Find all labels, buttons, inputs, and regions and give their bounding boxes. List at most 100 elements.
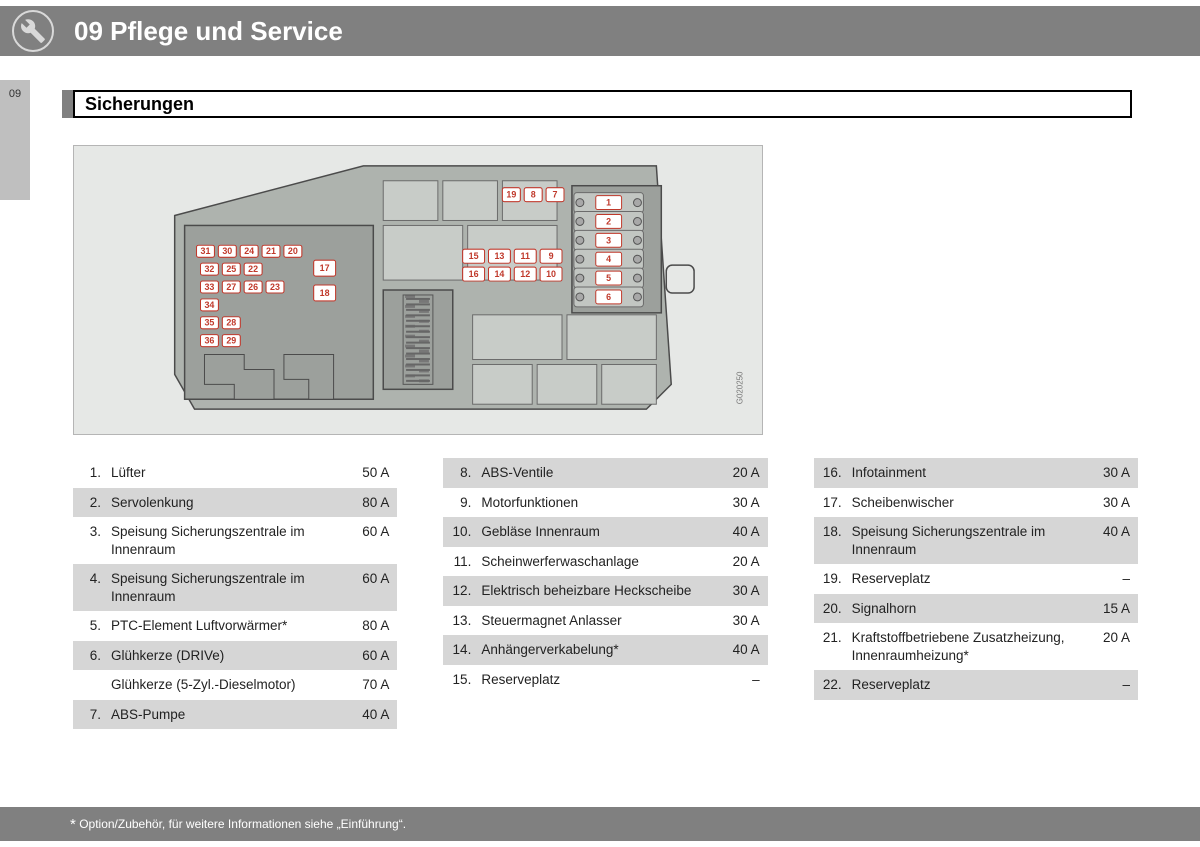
svg-text:25: 25	[226, 264, 236, 274]
fuse-description: Scheinwerferwaschanlage	[481, 553, 713, 571]
fuse-number: 10.	[447, 523, 481, 541]
asterisk-icon: *	[70, 816, 76, 833]
wrench-icon	[12, 10, 54, 52]
fuse-tables: 1.Lüfter50 A2.Servolenkung80 A3.Speisung…	[73, 458, 1138, 729]
table-row: 14.Anhängerverkabelung*40 A	[443, 635, 767, 665]
svg-text:4: 4	[606, 254, 611, 264]
fuse-number: 15.	[447, 671, 481, 689]
svg-text:18: 18	[320, 288, 330, 298]
fuse-number: 17.	[818, 494, 852, 512]
table-row: Glühkerze (5-Zyl.-Dieselmotor)70 A	[73, 670, 397, 700]
svg-text:9: 9	[549, 251, 554, 261]
section-title: Sicherungen	[85, 94, 194, 115]
fuse-description: Servolenkung	[111, 494, 343, 512]
fuse-amperage: 30 A	[714, 612, 760, 630]
svg-text:33: 33	[204, 282, 214, 292]
svg-text:7: 7	[553, 190, 558, 200]
fuse-description: Scheibenwischer	[852, 494, 1084, 512]
fuse-number: 19.	[818, 570, 852, 588]
fuse-number: 21.	[818, 629, 852, 647]
fuse-number: 12.	[447, 582, 481, 600]
fuse-amperage: 70 A	[343, 676, 389, 694]
fuse-column-3: 16.Infotainment30 A17.Scheibenwischer30 …	[814, 458, 1138, 729]
table-row: 12.Elektrisch beheizbare Heck­scheibe30 …	[443, 576, 767, 606]
fuse-amperage: 30 A	[714, 494, 760, 512]
fuse-number: 7.	[77, 706, 111, 724]
table-row: 2.Servolenkung80 A	[73, 488, 397, 518]
fuse-description: Gebläse Innenraum	[481, 523, 713, 541]
fuse-description: Motorfunktionen	[481, 494, 713, 512]
fuse-column-1: 1.Lüfter50 A2.Servolenkung80 A3.Speisung…	[73, 458, 397, 729]
svg-text:30: 30	[222, 246, 232, 256]
svg-text:29: 29	[226, 336, 236, 346]
fuse-number: 1.	[77, 464, 111, 482]
svg-text:16: 16	[469, 269, 479, 279]
fuse-number: 3.	[77, 523, 111, 541]
fuse-amperage: 40 A	[714, 523, 760, 541]
fuse-box-diagram: 1987151311916141210123456313024212032252…	[73, 145, 763, 435]
fuse-amperage: 40 A	[1084, 523, 1130, 541]
side-chapter-tab: 09	[0, 80, 30, 200]
table-row: 10.Gebläse Innenraum40 A	[443, 517, 767, 547]
fuse-number: 14.	[447, 641, 481, 659]
fuse-amperage: 60 A	[343, 570, 389, 588]
svg-text:19: 19	[506, 190, 516, 200]
table-row: 15.Reserveplatz–	[443, 665, 767, 695]
table-row: 11.Scheinwerferwaschanlage20 A	[443, 547, 767, 577]
fuse-number: 9.	[447, 494, 481, 512]
svg-text:G020250: G020250	[736, 371, 745, 404]
table-row: 17.Scheibenwischer30 A	[814, 488, 1138, 518]
fuse-number: 16.	[818, 464, 852, 482]
svg-text:10: 10	[546, 269, 556, 279]
svg-text:32: 32	[204, 264, 214, 274]
fuse-description: Reserveplatz	[481, 671, 713, 689]
fuse-description: Infotainment	[852, 464, 1084, 482]
table-row: 20.Signalhorn15 A	[814, 594, 1138, 624]
fuse-column-2: 8.ABS-Ventile20 A9.Motorfunktionen30 A10…	[443, 458, 767, 729]
fuse-description: Steuermagnet Anlasser	[481, 612, 713, 630]
svg-text:24: 24	[244, 246, 254, 256]
fuse-description: PTC-Element Luftvorwärmer*	[111, 617, 343, 635]
table-row: 18.Speisung Sicherungszentrale im Innenr…	[814, 517, 1138, 564]
table-row: 21.Kraftstoffbetriebene Zusatz­heizung, …	[814, 623, 1138, 670]
fuse-amperage: –	[1084, 676, 1130, 694]
footer-bar: * Option/Zubehör, für weitere Informatio…	[0, 807, 1200, 841]
svg-text:34: 34	[204, 300, 214, 310]
fuse-amperage: 30 A	[1084, 464, 1130, 482]
svg-text:5: 5	[606, 273, 611, 283]
fuse-amperage: 60 A	[343, 647, 389, 665]
fuse-amperage: 30 A	[714, 582, 760, 600]
fuse-number: 2.	[77, 494, 111, 512]
fuse-description: Reserveplatz	[852, 676, 1084, 694]
fuse-description: ABS-Ventile	[481, 464, 713, 482]
table-row: 4.Speisung Sicherungszentrale im Innenra…	[73, 564, 397, 611]
svg-text:23: 23	[270, 282, 280, 292]
table-row: 5.PTC-Element Luftvorwärmer*80 A	[73, 611, 397, 641]
table-row: 19.Reserveplatz–	[814, 564, 1138, 594]
fuse-number: 11.	[447, 553, 481, 571]
table-row: 7.ABS-Pumpe40 A	[73, 700, 397, 730]
svg-text:26: 26	[248, 282, 258, 292]
section-title-box: Sicherungen	[73, 90, 1132, 118]
svg-text:35: 35	[204, 318, 214, 328]
fuse-amperage: 50 A	[343, 464, 389, 482]
fuse-number: 8.	[447, 464, 481, 482]
chapter-title: 09 Pflege und Service	[74, 16, 343, 47]
fuse-description: Kraftstoffbetriebene Zusatz­heizung, Inn…	[852, 629, 1084, 664]
svg-text:31: 31	[201, 246, 211, 256]
svg-text:1: 1	[606, 198, 611, 208]
svg-text:28: 28	[226, 318, 236, 328]
table-row: 6.Glühkerze (DRIVe)60 A	[73, 641, 397, 671]
fuse-amperage: 20 A	[714, 553, 760, 571]
fuse-number: 13.	[447, 612, 481, 630]
table-row: 1.Lüfter50 A	[73, 458, 397, 488]
table-row: 16.Infotainment30 A	[814, 458, 1138, 488]
fuse-number: 6.	[77, 647, 111, 665]
fuse-description: Reserveplatz	[852, 570, 1084, 588]
fuse-description: Glühkerze (5-Zyl.-Dieselmotor)	[111, 676, 343, 694]
svg-text:15: 15	[469, 251, 479, 261]
svg-text:12: 12	[520, 269, 530, 279]
fuse-amperage: 40 A	[343, 706, 389, 724]
table-row: 13.Steuermagnet Anlasser30 A	[443, 606, 767, 636]
fuse-amperage: –	[714, 671, 760, 689]
